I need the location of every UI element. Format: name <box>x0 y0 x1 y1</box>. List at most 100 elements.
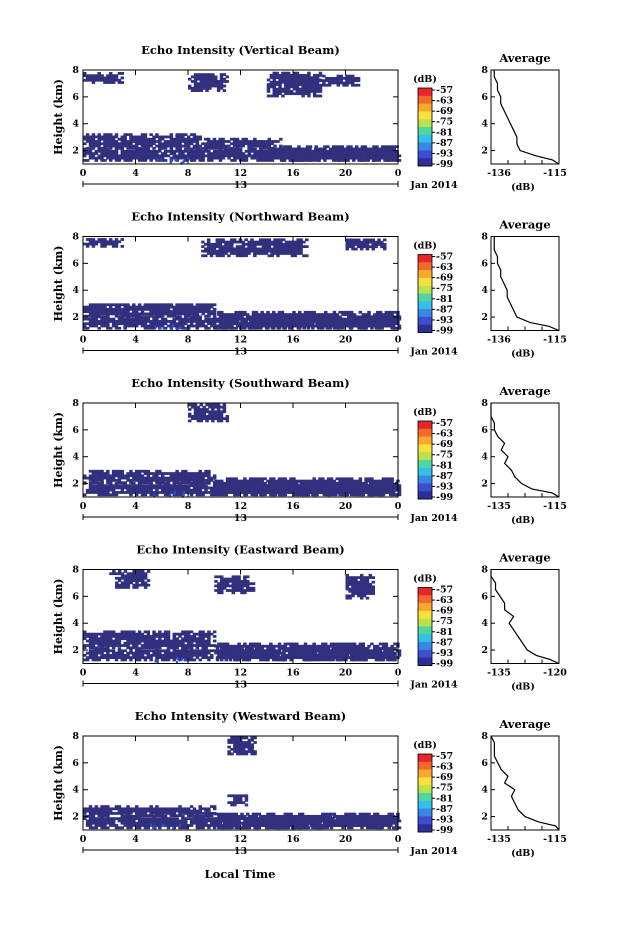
echo-cell <box>225 484 230 488</box>
echo-cell <box>186 324 191 328</box>
echo-cell <box>206 144 211 148</box>
y-axis-label: Height (km) <box>52 579 65 655</box>
echo-cell <box>277 486 282 490</box>
echo-cell <box>172 651 176 655</box>
echo-cell <box>240 317 244 321</box>
echo-cell <box>266 317 270 321</box>
echo-cell-strong <box>181 493 184 497</box>
echo-cell <box>202 408 206 411</box>
echo-cell <box>338 324 342 328</box>
echo-cell <box>250 149 254 153</box>
echo-cell <box>337 156 342 160</box>
echo-cell <box>103 312 107 316</box>
echo-cell <box>260 322 264 326</box>
echo-cell <box>202 82 206 86</box>
echo-cell <box>188 86 192 90</box>
echo-cell <box>248 322 253 326</box>
echo-cell <box>290 245 295 249</box>
echo-cell <box>103 649 107 653</box>
echo-cell <box>181 133 185 137</box>
echo-cell <box>192 479 197 482</box>
echo-cell <box>218 245 222 249</box>
echo-cell <box>126 149 130 153</box>
echo-cell <box>210 656 214 660</box>
echo-cell <box>166 493 171 497</box>
echo-cell <box>143 320 148 323</box>
echo-cell <box>158 142 162 146</box>
echo-cell <box>259 152 263 155</box>
echo-cell <box>288 152 293 155</box>
echo-cell <box>155 656 159 660</box>
echo-cell <box>367 313 371 316</box>
echo-cell <box>146 324 151 328</box>
echo-cell <box>273 140 277 143</box>
echo-cell <box>222 73 227 76</box>
echo-cell <box>218 242 222 246</box>
echo-cell <box>361 488 365 492</box>
echo-cell <box>258 249 263 253</box>
echo-cell <box>123 326 127 330</box>
echo-cell <box>289 477 293 481</box>
echo-cell <box>253 245 257 249</box>
echo-cell <box>294 149 298 153</box>
echo-cell <box>195 305 200 309</box>
echo-cell <box>114 152 119 155</box>
echo-cell <box>349 310 354 314</box>
echo-cell <box>106 651 110 655</box>
echo-cell <box>299 240 303 244</box>
echo-cell <box>354 152 359 155</box>
echo-cell <box>175 305 179 309</box>
echo-cell <box>300 147 304 151</box>
echo-cell <box>126 479 130 482</box>
echo-cell <box>83 242 87 246</box>
echo-cell <box>295 493 299 497</box>
echo-cell <box>230 238 234 242</box>
echo-cell <box>85 639 90 643</box>
echo-cell <box>256 156 260 160</box>
echo-cell <box>215 156 220 160</box>
echo-cell <box>392 147 396 151</box>
echo-cell <box>293 254 298 258</box>
echo-cell <box>114 491 119 494</box>
echo-cell <box>348 74 352 78</box>
echo-cell <box>329 322 334 326</box>
echo-cell <box>97 238 101 241</box>
echo-cell <box>158 656 162 660</box>
echo-cell <box>192 310 197 313</box>
echo-cell <box>219 417 224 421</box>
x-tick-label: 0 <box>80 335 87 346</box>
echo-cell <box>283 481 288 485</box>
echo-cell <box>230 149 234 153</box>
echo-cell <box>311 326 315 330</box>
echo-cell <box>357 238 361 242</box>
echo-cell <box>270 146 274 150</box>
echo-cell <box>192 314 197 318</box>
echo-cell <box>175 481 179 485</box>
echo-cell <box>206 242 211 246</box>
echo-cell <box>126 317 130 321</box>
echo-cell <box>218 154 223 158</box>
echo-cell <box>230 242 234 246</box>
echo-cell <box>88 307 93 311</box>
echo-cell <box>166 144 171 148</box>
echo-cell <box>195 156 200 160</box>
echo-cell <box>100 476 104 480</box>
echo-cell <box>192 312 197 316</box>
echo-cell <box>345 81 349 85</box>
echo-cell <box>160 137 165 141</box>
echo-cell <box>243 491 247 494</box>
echo-cell <box>111 635 116 638</box>
echo-cell <box>91 469 96 473</box>
average-y-tick-label: 8 <box>481 232 488 243</box>
echo-cell <box>270 156 275 160</box>
echo-cell <box>108 307 113 311</box>
echo-cell <box>323 310 328 314</box>
echo-cell <box>106 303 110 307</box>
echo-cell <box>181 488 185 492</box>
echo-cell <box>140 137 145 141</box>
echo-cell <box>266 90 271 93</box>
echo-cell <box>209 146 214 150</box>
echo-cell <box>123 133 127 137</box>
echo-cell <box>108 639 113 643</box>
echo-cell <box>175 315 179 319</box>
